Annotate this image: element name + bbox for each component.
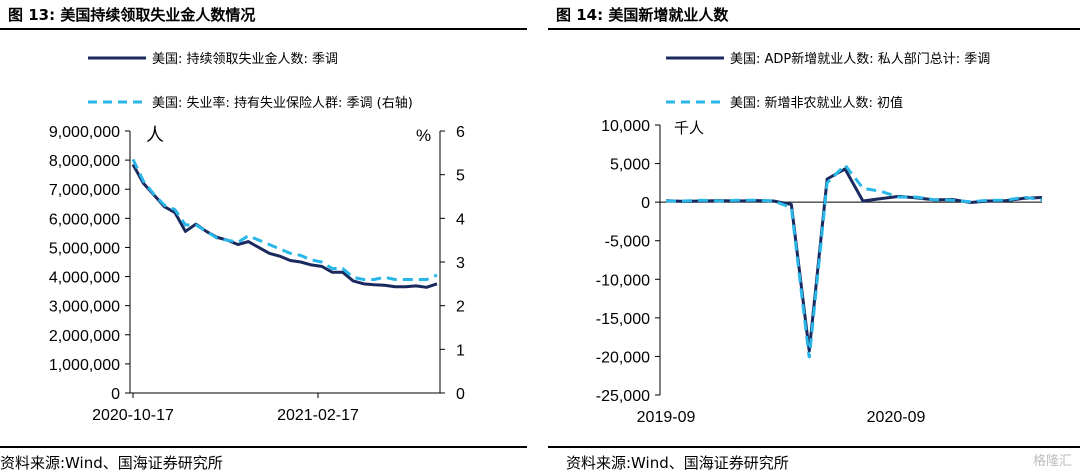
legend-solid-line-icon [88, 56, 146, 59]
left-unit-label: 人 [146, 125, 164, 145]
right-y-tick-label: 0 [456, 386, 465, 403]
right-chart-title: 图 14: 美国新增就业人数 [556, 6, 729, 24]
legend-dashed-line-icon [666, 100, 724, 103]
right-legend-label-1: 美国: ADP新增就业人数: 私人部门总计: 季调 [730, 52, 991, 67]
right-y-tick-label: 4 [456, 211, 465, 228]
left-title-bar: 图 13: 美国持续领取失业金人数情况 [0, 0, 527, 30]
right-line-chart: -25,000 -20,000 -15,000 -10,000 -5,000 0 5,000… [596, 118, 1043, 426]
y-tick-label: 10,000 [601, 118, 650, 135]
y-tick-label: -20,000 [596, 349, 650, 366]
x-tick-label: 2020-09 [867, 409, 926, 426]
legend-dashed-line-icon [88, 100, 146, 103]
y-tick-label: -5,000 [605, 234, 650, 251]
left-line-chart: 0 1,000,000 2,000,000 3,000,000 4,000,000 5,0… [49, 124, 465, 424]
right-y-tick-label: 1 [456, 342, 465, 359]
left-y-tick-label: 0 [111, 386, 120, 403]
left-source-divider [0, 446, 527, 448]
left-y-tick-label: 7,000,000 [49, 182, 120, 199]
right-y-tick-label: 2 [456, 299, 465, 316]
y-tick-label: -15,000 [596, 311, 650, 328]
y-tick-label: -25,000 [596, 388, 650, 405]
right-y-tick-label: 5 [456, 168, 465, 185]
left-y-tick-label: 3,000,000 [49, 299, 120, 316]
x-tick-label: 2020-10-17 [92, 407, 174, 424]
left-y-tick-label: 2,000,000 [49, 328, 120, 345]
x-tick-label: 2019-09 [637, 409, 696, 426]
right-legend-item-1: 美国: ADP新增就业人数: 私人部门总计: 季调 [666, 48, 990, 67]
legend-solid-line-icon [666, 56, 724, 59]
right-y-tick-label: 6 [456, 124, 465, 141]
right-source-divider [548, 446, 1080, 448]
left-y-tick-label: 8,000,000 [49, 153, 120, 170]
unit-label: 千人 [674, 120, 704, 137]
left-y-tick-label: 9,000,000 [49, 124, 120, 141]
y-tick-label: -10,000 [596, 272, 650, 289]
y-tick-label: 0 [641, 195, 650, 212]
right-title-bar: 图 14: 美国新增就业人数 [548, 0, 1080, 30]
right-unit-label: % [416, 126, 431, 145]
left-legend-label-1: 美国: 持续领取失业金人数: 季调 [152, 52, 339, 67]
right-chart-panel: 图 14: 美国新增就业人数 美国: ADP新增就业人数: 私人部门总计: 季调… [548, 0, 1080, 476]
right-y-tick-label: 3 [456, 255, 465, 272]
x-tick-label: 2021-02-17 [277, 407, 359, 424]
series-adp-employment-line [665, 167, 1043, 353]
right-source-text: 资料来源:Wind、国海证券研究所 [566, 454, 789, 472]
left-legend-label-2: 美国: 失业率: 持有失业保险人群: 季调 (右轴) [152, 96, 413, 111]
watermark-logo: 格隆汇 [1032, 454, 1072, 469]
series-continuing-claims-line [131, 163, 438, 289]
y-tick-label: 5,000 [610, 157, 650, 174]
left-source-text: 资料来源:Wind、国海证券研究所 [0, 454, 223, 472]
left-chart-panel: 图 13: 美国持续领取失业金人数情况 美国: 持续领取失业金人数: 季调 美国… [0, 0, 527, 472]
right-legend-item-2: 美国: 新增非农就业人数: 初值 [666, 92, 903, 111]
right-legend-label-2: 美国: 新增非农就业人数: 初值 [730, 96, 904, 111]
left-y-tick-label: 6,000,000 [49, 211, 120, 228]
left-legend-item-1: 美国: 持续领取失业金人数: 季调 [88, 48, 338, 67]
left-y-tick-label: 1,000,000 [49, 357, 120, 374]
left-y-tick-label: 5,000,000 [49, 240, 120, 257]
left-y-tick-label: 4,000,000 [49, 270, 120, 287]
left-legend-item-2: 美国: 失业率: 持有失业保险人群: 季调 (右轴) [88, 92, 413, 111]
left-chart-title: 图 13: 美国持续领取失业金人数情况 [8, 6, 256, 24]
series-nonfarm-payrolls-line [666, 162, 1043, 359]
series-insured-unemployment-rate-line [131, 158, 438, 281]
